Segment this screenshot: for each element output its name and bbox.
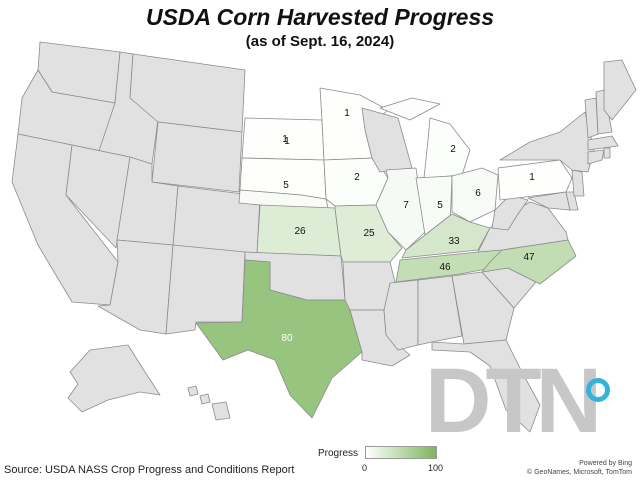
attribution-credits: © GeoNames, Microsoft, TomTom	[527, 469, 632, 476]
map-subtitle: (as of Sept. 16, 2024)	[245, 33, 395, 50]
state-mi	[423, 117, 471, 179]
state-nm	[165, 244, 246, 335]
state-wy	[151, 121, 243, 193]
state-hi-3	[211, 401, 231, 421]
state-ak	[67, 344, 161, 413]
state-ct	[587, 149, 605, 165]
state-mi-upper	[379, 97, 441, 121]
attribution-powered-by: Powered by Bing	[579, 460, 632, 467]
label-ky: 33	[448, 236, 460, 247]
state-pa	[497, 159, 573, 201]
legend-min-label: 0	[362, 463, 368, 473]
state-nh	[595, 89, 613, 135]
state-tx	[195, 259, 363, 419]
state-nc	[481, 239, 577, 285]
label-mi: 2	[450, 144, 456, 155]
label-ks: 26	[294, 226, 306, 237]
state-ny	[499, 111, 595, 173]
label-tx: 80	[281, 333, 293, 344]
dtn-logo: DTN	[425, 350, 602, 452]
state-hi-1	[187, 385, 199, 397]
label-in: 5	[437, 200, 443, 211]
map-title: USDA Corn Harvested Progress	[145, 4, 495, 30]
state-de	[565, 191, 579, 211]
state-ms	[383, 279, 419, 351]
label-nc: 47	[523, 252, 535, 263]
state-ky	[401, 213, 491, 259]
state-ma	[587, 135, 619, 151]
state-nj	[571, 169, 585, 197]
legend-title: Progress	[318, 448, 359, 459]
state-nv	[65, 144, 131, 249]
label-mo: 25	[363, 228, 375, 239]
legend-max-label: 100	[428, 463, 444, 473]
label-il: 7	[403, 200, 409, 211]
state-wi	[361, 107, 413, 173]
state-al	[417, 275, 463, 346]
state-fl	[431, 339, 541, 433]
label-ne-vis: 5	[283, 180, 289, 191]
label-tn: 46	[439, 262, 451, 273]
state-me	[603, 59, 637, 121]
state-ri	[603, 147, 611, 159]
label-ia: 2	[354, 172, 360, 183]
dtn-logo-circle	[586, 378, 610, 402]
label-pa: 1	[529, 172, 535, 183]
label-oh: 6	[475, 188, 481, 199]
state-hi-2	[199, 393, 211, 405]
label-sd: 1	[284, 136, 290, 147]
legend-gradient-bar	[365, 446, 437, 459]
label-mn: 1	[344, 108, 350, 119]
state-ga	[451, 271, 515, 345]
label-nd: 1	[282, 134, 288, 145]
source-note: Source: USDA NASS Crop Progress and Cond…	[4, 464, 295, 476]
